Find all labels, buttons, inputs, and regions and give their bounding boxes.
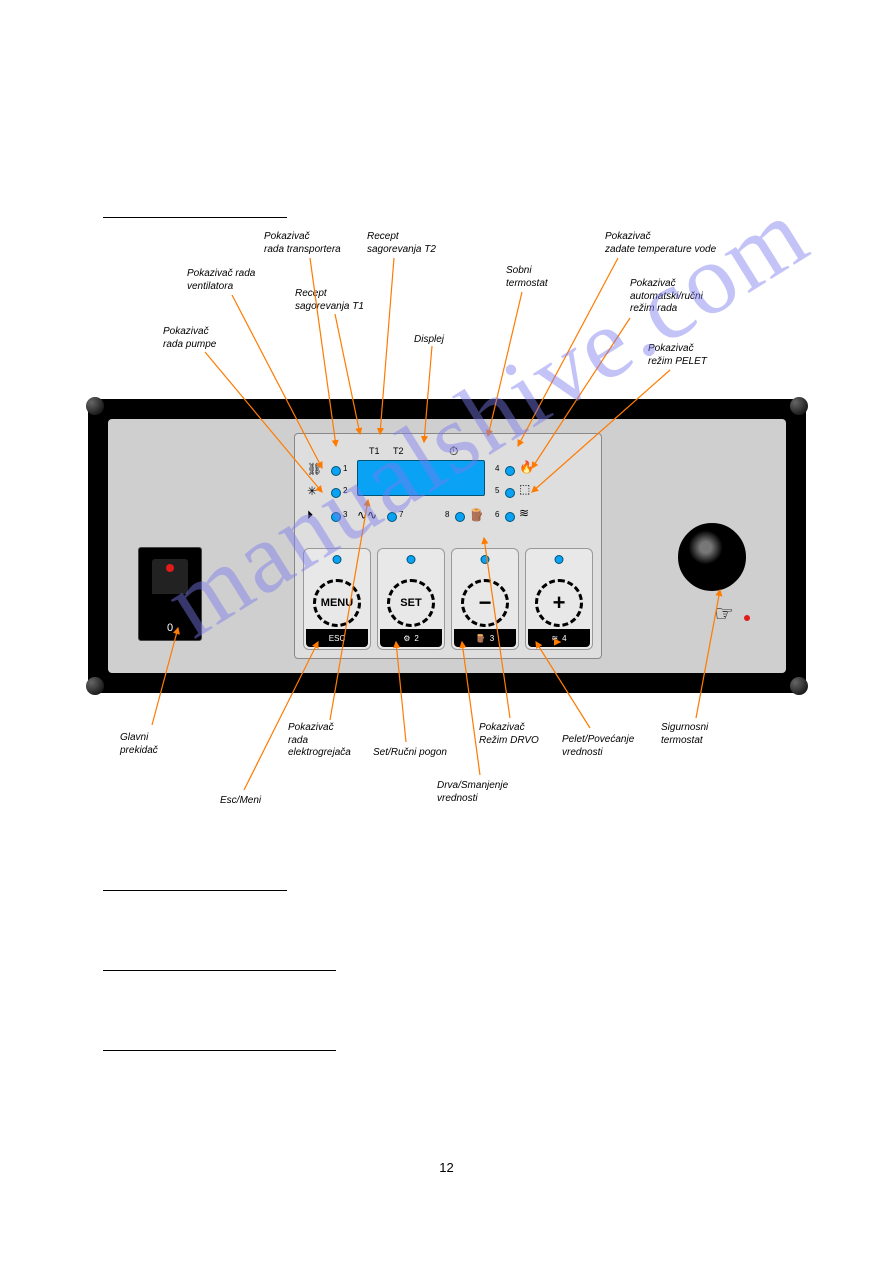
led-5 — [505, 488, 515, 498]
clock-icon: ⏱ — [449, 444, 458, 459]
led-7-num: 7 — [399, 510, 403, 519]
minus-button[interactable]: − 🪵 3 — [451, 548, 519, 650]
power-led-icon — [166, 564, 174, 572]
label-recept-t1: Receptsagorevanja T1 — [295, 288, 364, 313]
chain-icon: ⛓ — [307, 462, 322, 476]
pump-icon: ⏵ — [307, 508, 313, 523]
btn-led-icon — [407, 555, 416, 564]
label-sigurnosni: Sigurnosnitermostat — [661, 722, 708, 747]
led-2 — [331, 488, 341, 498]
label-ventilator: Pokazivač radaventilatora — [187, 268, 255, 293]
label-displej: Displej — [414, 334, 444, 347]
menu-foot: ESC — [306, 629, 368, 647]
heading-underline — [103, 217, 287, 218]
minus-circle: − — [461, 579, 509, 627]
btn-led-icon — [481, 555, 490, 564]
rivet-icon — [86, 397, 104, 415]
label-transporter: Pokazivačrada transportera — [264, 231, 341, 256]
led-1 — [331, 466, 341, 476]
plus-circle: + — [535, 579, 583, 627]
label-temp-vode: Pokazivačzadate temperature vode — [605, 231, 716, 256]
label-recept-t2: Receptsagorevanja T2 — [367, 231, 436, 256]
label-auto-manual: Pokazivačautomatski/ručnirežim rada — [630, 278, 703, 316]
label-glavni-prekidac: Glavniprekidač — [120, 732, 158, 757]
gear-icon: ⚙ — [403, 634, 410, 643]
main-power-switch[interactable]: 0 — [138, 547, 202, 641]
led-7 — [387, 512, 397, 522]
label-drva-smanjenje: Drva/Smanjenjevrednosti — [437, 780, 508, 805]
led-2-num: 2 — [343, 486, 347, 495]
led-6 — [505, 512, 515, 522]
label-set-rucni: Set/Ručni pogon — [373, 747, 447, 760]
menu-button[interactable]: MENU ESC — [303, 548, 371, 650]
t2-label: T2 — [393, 446, 404, 456]
btn-led-icon — [333, 555, 342, 564]
label-rezim-drvo: PokazivačRežim DRVO — [479, 722, 539, 747]
led-1-num: 1 — [343, 464, 347, 473]
pellet-icon: ≋ — [519, 506, 529, 520]
rivet-icon — [790, 677, 808, 695]
led-8 — [455, 512, 465, 522]
label-elektrogrejac: Pokazivačradaelektrogrejača — [288, 722, 351, 760]
label-esc-meni: Esc/Meni — [220, 795, 261, 808]
t1-label: T1 — [369, 446, 380, 456]
led-4 — [505, 466, 515, 476]
led-4-num: 4 — [495, 464, 499, 473]
pellet-foot-icon: ≋ — [551, 634, 558, 643]
plus-foot: ≋ 4 — [528, 629, 590, 647]
led-5-num: 5 — [495, 486, 499, 495]
label-pumpa: Pokazivačrada pumpe — [163, 326, 216, 351]
label-sobni-term: Sobnitermostat — [506, 265, 548, 290]
button-row: MENU ESC SET ⚙ 2 − 🪵 3 — [303, 548, 593, 650]
fan-icon: ✳ — [307, 484, 317, 498]
led-3 — [331, 512, 341, 522]
led-6-num: 6 — [495, 510, 499, 519]
panel-face: 0 T1 T2 ⏱ ⛓ 1 ✳ 2 ⏵ 3 ∿∿ 7 8 — [108, 419, 786, 673]
plus-button[interactable]: + ≋ 4 — [525, 548, 593, 650]
switch-zero-label: 0 — [167, 622, 173, 634]
minus-foot: 🪵 3 — [454, 629, 516, 647]
menu-circle: MENU — [313, 579, 361, 627]
set-circle: SET — [387, 579, 435, 627]
section-underline — [103, 970, 336, 971]
rivet-icon — [86, 677, 104, 695]
led-8-num: 8 — [445, 510, 449, 519]
label-pelet: Pokazivačrežim PELET — [648, 343, 707, 368]
wood-foot-icon: 🪵 — [476, 634, 486, 643]
btn-led-icon — [555, 555, 564, 564]
lcd-display — [357, 460, 485, 496]
indicator-board: T1 T2 ⏱ ⛓ 1 ✳ 2 ⏵ 3 ∿∿ 7 8 🪵 4 — [294, 433, 602, 659]
rivet-icon — [790, 397, 808, 415]
mode-icon: ⬚ — [519, 482, 530, 496]
hand-point-icon: ☞ — [714, 601, 734, 627]
label-pelet-povecanje: Pelet/Povećanjevrednosti — [562, 734, 634, 759]
led-3-num: 3 — [343, 510, 347, 519]
heater-icon: ∿∿ — [357, 508, 377, 522]
wood-icon: 🪵 — [469, 508, 484, 522]
control-panel: 0 T1 T2 ⏱ ⛓ 1 ✳ 2 ⏵ 3 ∿∿ 7 8 — [88, 399, 806, 693]
safety-thermostat-plug[interactable] — [678, 523, 746, 591]
flame-icon: 🔥 — [519, 460, 534, 474]
section-underline — [103, 1050, 336, 1051]
hand-dot-icon — [744, 615, 750, 621]
section-underline — [103, 890, 287, 891]
set-foot: ⚙ 2 — [380, 629, 442, 647]
page-number: 12 — [0, 1160, 893, 1175]
set-button[interactable]: SET ⚙ 2 — [377, 548, 445, 650]
